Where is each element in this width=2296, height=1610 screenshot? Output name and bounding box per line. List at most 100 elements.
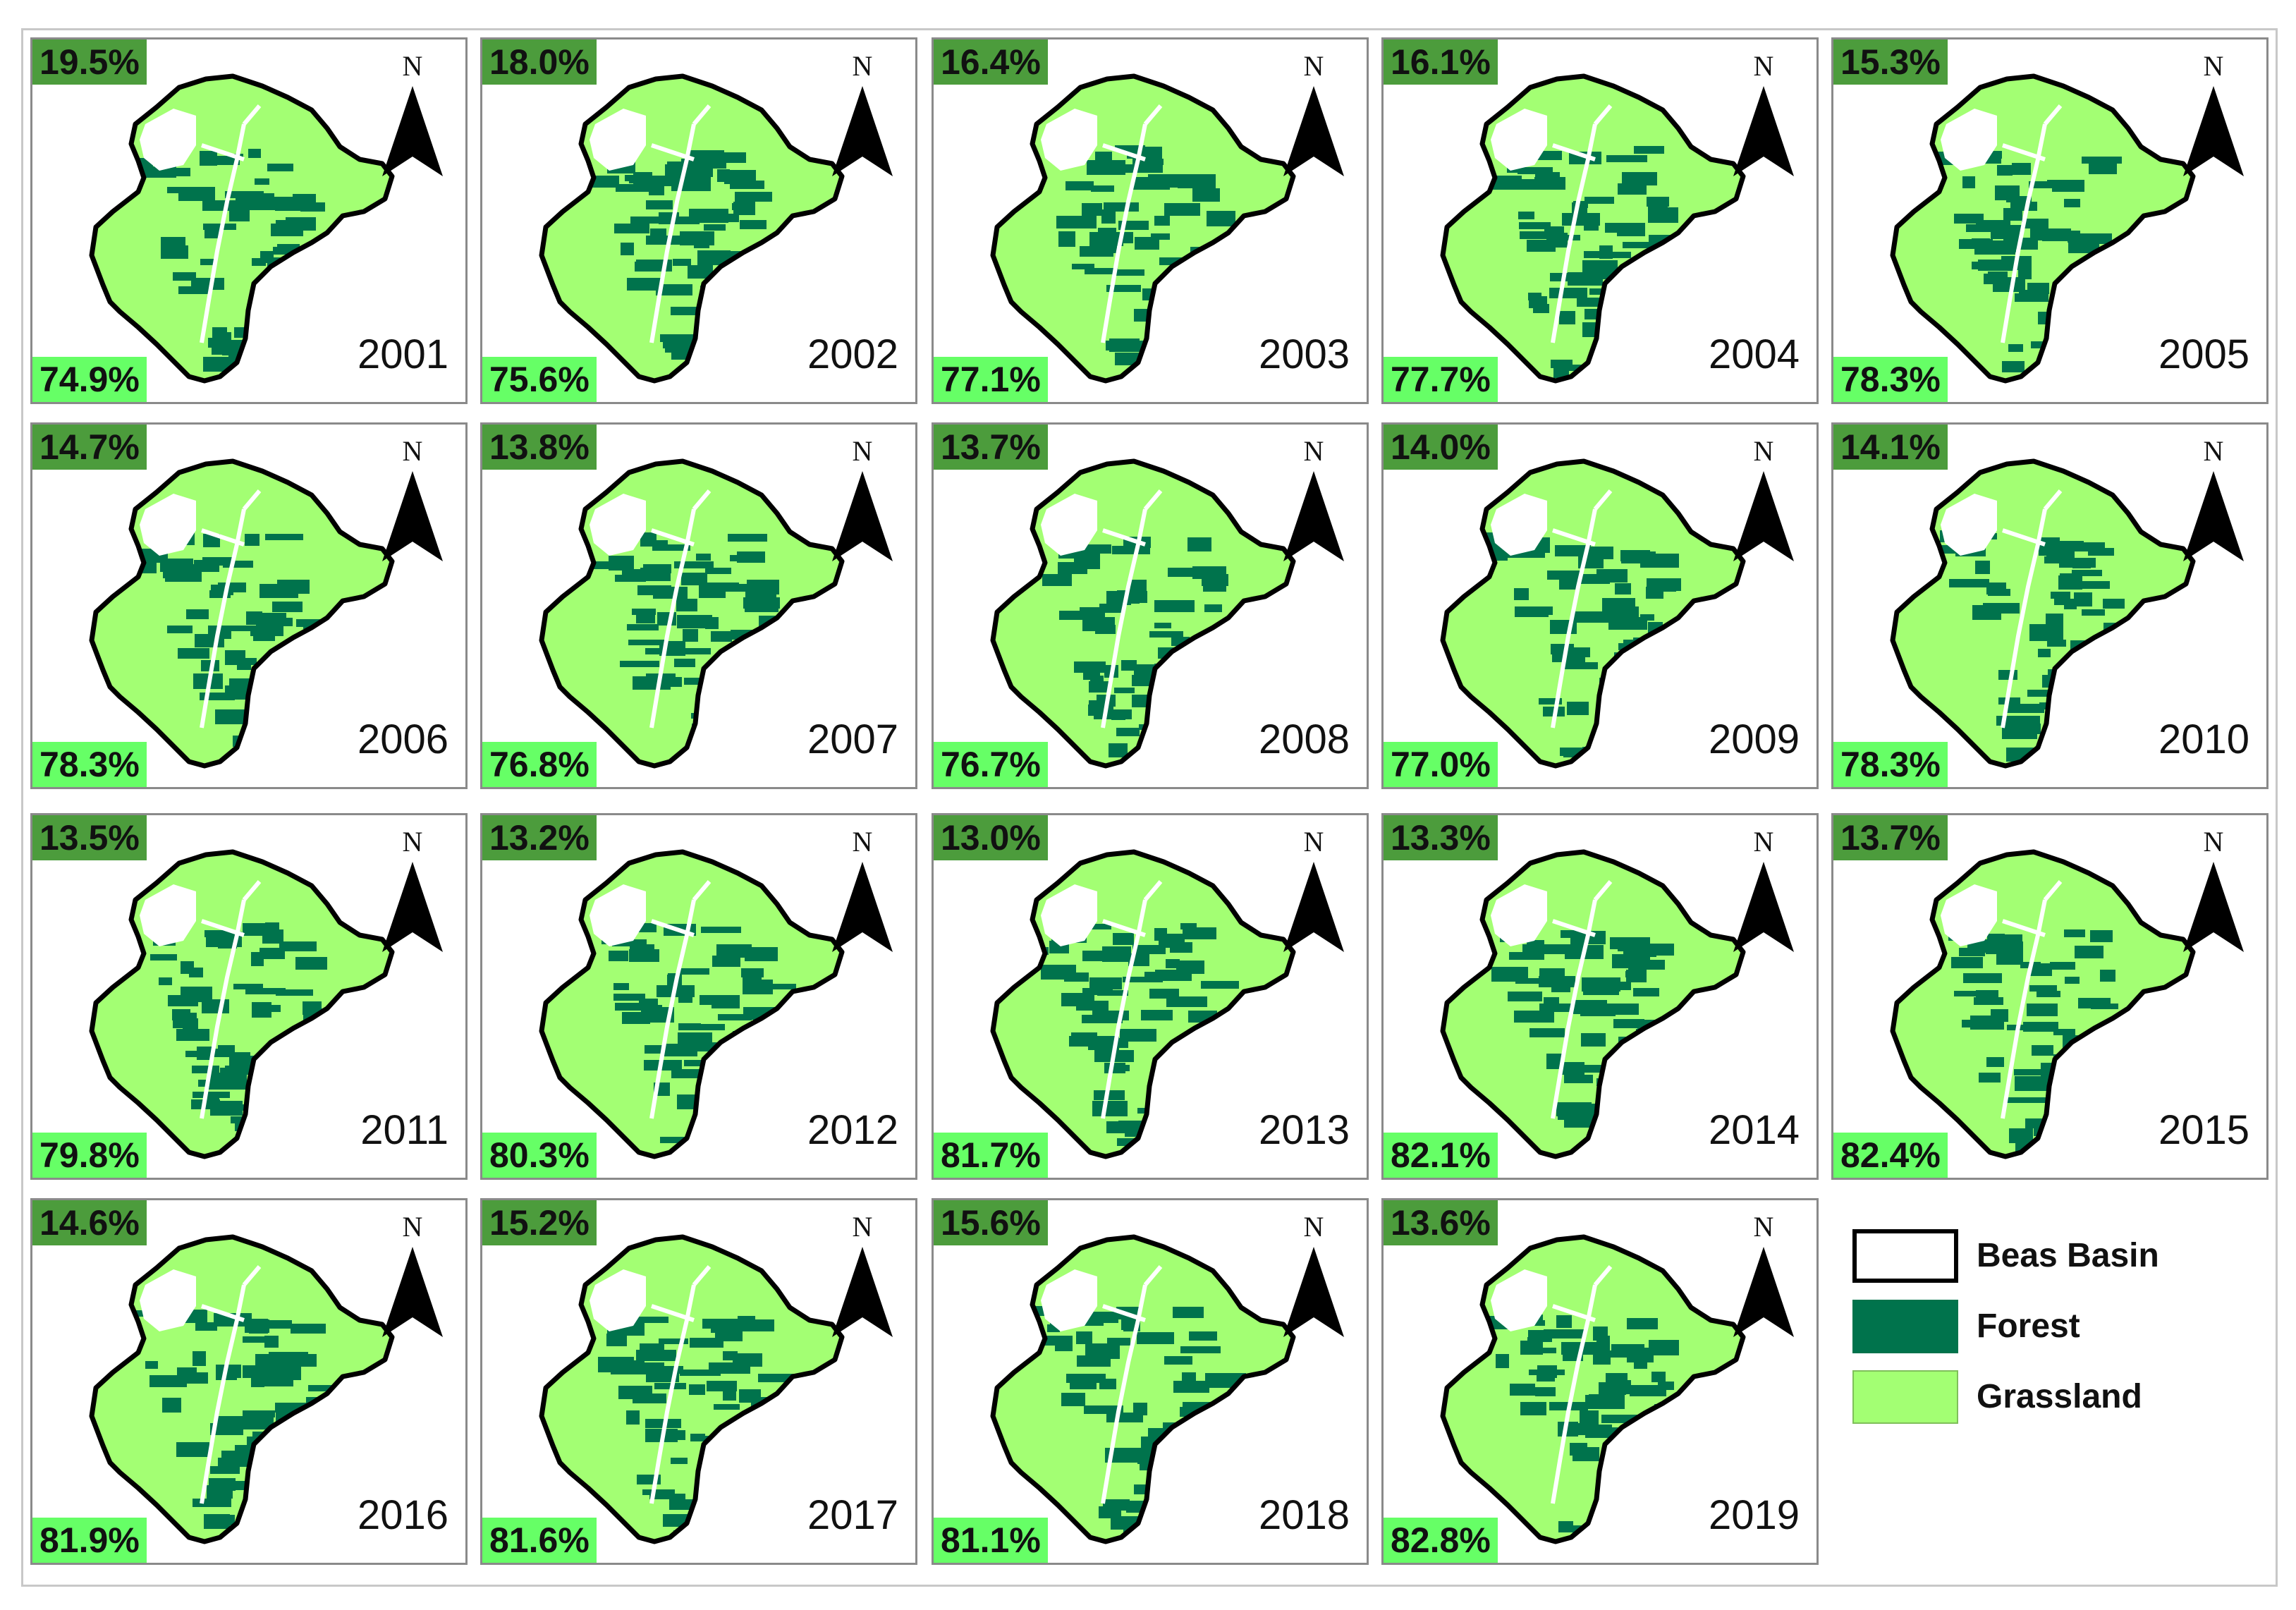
map-panel-2011: 13.5% 79.8% 2011 N: [30, 813, 468, 1180]
legend-swatch-forest: [1852, 1300, 1958, 1353]
basin-map: [1440, 1234, 1746, 1544]
north-label: N: [1753, 826, 1774, 858]
north-arrow-icon: [1283, 86, 1344, 176]
basin-map: [990, 849, 1296, 1159]
basin-map: [1890, 73, 2196, 384]
north-label: N: [1753, 435, 1774, 467]
north-arrow: N: [1725, 49, 1802, 183]
forest-percent-badge: 16.1%: [1384, 39, 1498, 85]
year-label: 2005: [2158, 331, 2249, 377]
grassland-percent-badge: 81.6%: [482, 1518, 597, 1563]
year-label: 2016: [357, 1492, 448, 1538]
map-panel-2014: 13.3% 82.1% 2014 N: [1381, 813, 1819, 1180]
barren-area: [140, 109, 196, 171]
barren-area: [1941, 884, 1997, 946]
basin-map: [539, 1234, 845, 1544]
map-panel-2007: 13.8% 76.8% 2007 N: [480, 422, 917, 789]
map-panel-2013: 13.0% 81.7% 2013 N: [932, 813, 1369, 1180]
river-lines: [2001, 489, 2063, 728]
barren-area: [590, 109, 646, 171]
north-arrow-icon: [1283, 471, 1344, 561]
grassland-percent-badge: 81.9%: [32, 1518, 147, 1563]
legend-label-grassland: Grassland: [1977, 1378, 2142, 1415]
north-label: N: [852, 50, 873, 82]
map-panel-2003: 16.4% 77.1% 2003 N: [932, 37, 1369, 404]
basin-boundary: [89, 849, 395, 1159]
north-arrow: N: [2175, 49, 2252, 183]
north-arrow: N: [824, 434, 901, 568]
river-lines: [200, 104, 262, 343]
forest-percent-badge: 13.7%: [934, 425, 1048, 470]
north-arrow: N: [1275, 1210, 1352, 1344]
river-lines: [649, 1265, 712, 1504]
map-panel-2010: 14.1% 78.3% 2010 N: [1831, 422, 2268, 789]
basin-boundary: [990, 849, 1296, 1159]
forest-area: [150, 922, 362, 1157]
grassland-percent-badge: 74.9%: [32, 357, 147, 402]
north-arrow-icon: [382, 862, 443, 952]
north-label: N: [402, 1211, 423, 1243]
barren-area: [1941, 494, 1997, 556]
grassland-percent-badge: 77.1%: [934, 357, 1048, 402]
basin-boundary: [1890, 458, 2196, 769]
barren-area: [1491, 1269, 1547, 1331]
basin-boundary: [1890, 73, 2196, 384]
river-lines: [200, 1265, 262, 1504]
legend-item-grassland: Grassland: [1852, 1370, 2247, 1427]
year-label: 2009: [1708, 716, 1800, 762]
river-lines: [2001, 104, 2063, 343]
map-panel-2012: 13.2% 80.3% 2012 N: [480, 813, 917, 1180]
barren-area: [1041, 494, 1097, 556]
year-label: 2004: [1708, 331, 1800, 377]
grassland-percent-badge: 79.8%: [32, 1133, 147, 1178]
river-lines: [200, 880, 262, 1119]
north-label: N: [1303, 826, 1324, 858]
year-label: 2011: [360, 1107, 448, 1153]
year-label: 2001: [357, 331, 448, 377]
grassland-percent-badge: 80.3%: [482, 1133, 597, 1178]
barren-area: [1041, 109, 1097, 171]
legend-label-beas-basin: Beas Basin: [1977, 1237, 2159, 1274]
barren-area: [140, 884, 196, 946]
north-arrow: N: [1725, 434, 1802, 568]
river-lines: [1101, 1265, 1163, 1504]
forest-percent-badge: 14.1%: [1833, 425, 1948, 470]
map-panel-2001: 19.5% 74.9% 2001 N: [30, 37, 468, 404]
north-label: N: [852, 1211, 873, 1243]
grassland-percent-badge: 82.1%: [1384, 1133, 1498, 1178]
north-arrow-icon: [832, 1247, 893, 1337]
north-arrow: N: [824, 825, 901, 959]
year-label: 2006: [357, 716, 448, 762]
forest-percent-badge: 13.5%: [32, 815, 147, 860]
forest-percent-badge: 15.2%: [482, 1200, 597, 1245]
basin-map: [89, 458, 395, 769]
barren-area: [1491, 109, 1547, 171]
river-lines: [1101, 880, 1163, 1119]
forest-percent-badge: 14.6%: [32, 1200, 147, 1245]
north-arrow-icon: [1733, 86, 1794, 176]
year-label: 2019: [1708, 1492, 1800, 1538]
forest-percent-badge: 15.3%: [1833, 39, 1948, 85]
forest-percent-badge: 15.6%: [934, 1200, 1048, 1245]
north-label: N: [2203, 50, 2224, 82]
basin-boundary: [1440, 1234, 1746, 1544]
north-arrow-icon: [832, 86, 893, 176]
map-panel-2016: 14.6% 81.9% 2016 N: [30, 1198, 468, 1565]
forest-percent-badge: 13.6%: [1384, 1200, 1498, 1245]
forest-percent-badge: 14.7%: [32, 425, 147, 470]
barren-area: [140, 1269, 196, 1331]
basin-boundary: [539, 1234, 845, 1544]
legend-swatch-grassland: [1852, 1370, 1958, 1424]
north-arrow: N: [374, 825, 451, 959]
basin-boundary: [1890, 849, 2196, 1159]
basin-boundary: [990, 1234, 1296, 1544]
basin-map: [990, 458, 1296, 769]
forest-percent-badge: 13.0%: [934, 815, 1048, 860]
basin-boundary: [990, 73, 1296, 384]
forest-percent-badge: 13.8%: [482, 425, 597, 470]
basin-map: [89, 1234, 395, 1544]
river-lines: [1101, 104, 1163, 343]
barren-area: [590, 494, 646, 556]
forest-percent-badge: 14.0%: [1384, 425, 1498, 470]
basin-map: [990, 1234, 1296, 1544]
